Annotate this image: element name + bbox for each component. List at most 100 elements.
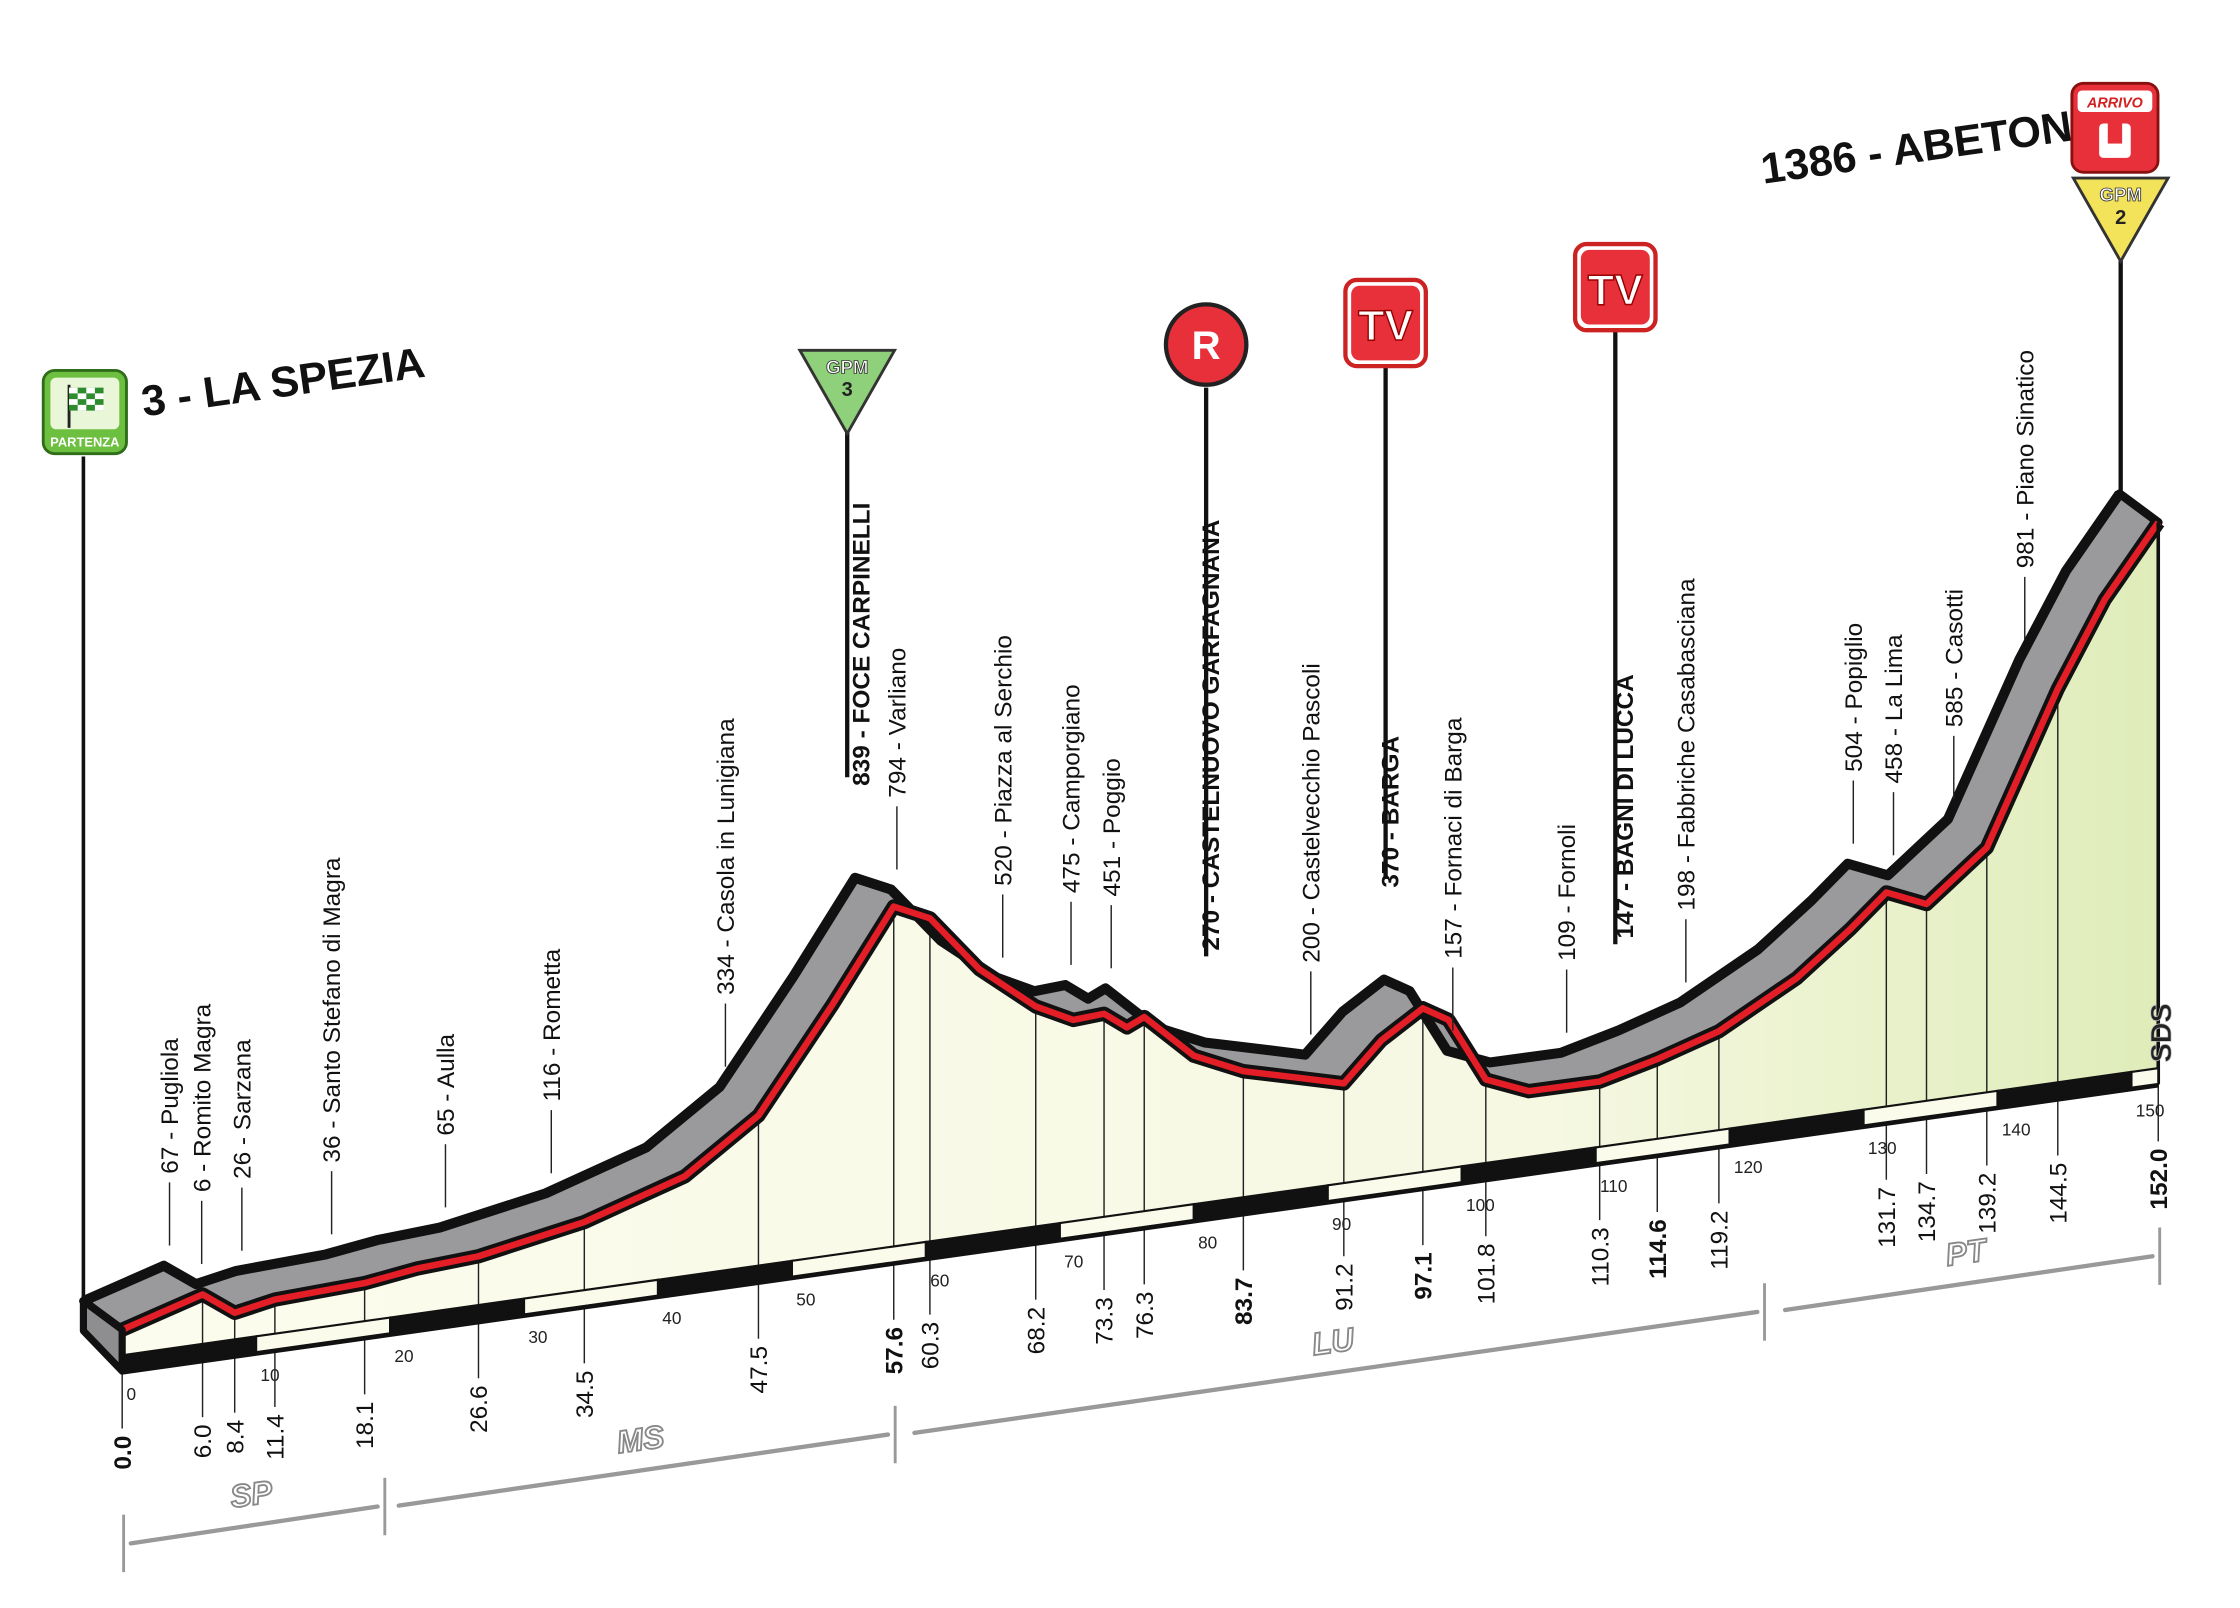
start-badge-label: PARTENZA xyxy=(50,435,119,450)
tv-icon-fill xyxy=(1351,285,1421,361)
profile-area xyxy=(122,522,2159,1372)
km-axis-line xyxy=(121,1083,2159,1375)
finish-arch-icon xyxy=(2099,123,2131,158)
waypoint-km-label: 97.1 xyxy=(1410,1252,1437,1299)
waypoint-name: 67 - Pugliola xyxy=(157,1038,184,1174)
waypoint-name: 26 - Sarzana xyxy=(229,1039,256,1179)
waypoint-km-label: 26.6 xyxy=(466,1385,493,1432)
province-bracket xyxy=(128,1504,380,1546)
refreshment-marker: R xyxy=(1163,302,1249,957)
waypoint-name: 270 - CASTELNUOVO GARFAGNANA xyxy=(1198,520,1225,951)
tv-label: TV xyxy=(1358,302,1413,350)
waypoint-name: 981 - Piano Sinatico xyxy=(2012,350,2039,568)
waypoint-km-label: 134.7 xyxy=(1914,1181,1941,1242)
waypoint-name: 157 - Fornaci di Barga xyxy=(1440,717,1467,959)
refreshment-label: R xyxy=(1192,323,1221,368)
km-tick-label: 150 xyxy=(2136,1100,2165,1120)
gpm-category: 2 xyxy=(2115,207,2126,229)
waypoint-km-label: 76.3 xyxy=(1132,1292,1159,1339)
gpm-label: GPM xyxy=(2099,184,2142,205)
waypoint-km-label: 73.3 xyxy=(1092,1297,1119,1344)
waypoint-name: 794 - Varliano xyxy=(885,648,912,798)
tv-label: TV xyxy=(1588,266,1643,314)
waypoint-km-label: 83.7 xyxy=(1231,1278,1258,1325)
finish-badge: ARRIVO xyxy=(2070,81,2160,174)
waypoint-name: 334 - Casola in Lunigiana xyxy=(713,718,740,995)
waypoint-km-label: 47.5 xyxy=(746,1346,773,1393)
gpm-label: GPM xyxy=(826,356,869,377)
refreshment-icon xyxy=(1163,302,1249,387)
waypoint-name: 370 - BARGA xyxy=(1377,736,1404,888)
waypoint-km-label: 18.1 xyxy=(352,1402,379,1449)
province-bracket xyxy=(1782,1254,2155,1313)
km-tick-label: 80 xyxy=(1198,1233,1217,1253)
waypoint-km-label: 152.0 xyxy=(2146,1149,2173,1210)
waypoint-km-label: 11.4 xyxy=(262,1414,289,1460)
waypoint-name: 451 - Poggio xyxy=(1099,758,1126,896)
gpm-triangle-icon xyxy=(797,348,898,437)
start-badge: PARTENZA xyxy=(41,368,128,456)
waypoint-km-label: 114.6 xyxy=(1645,1219,1672,1279)
province-bracket xyxy=(912,1309,1760,1436)
waypoint-km-label: 110.3 xyxy=(1587,1227,1614,1286)
km-tick-label: 120 xyxy=(1734,1157,1763,1177)
province-label: PT xyxy=(1943,1231,1991,1273)
waypoint-name: 116 - Rometta xyxy=(539,948,566,1101)
waypoint-km-label: 119.2 xyxy=(1707,1210,1734,1269)
province-bracket xyxy=(396,1432,891,1508)
waypoint-km-label: 8.4 xyxy=(222,1420,249,1454)
tv-icon-fill xyxy=(1580,249,1650,325)
brand-logo: SDS xyxy=(2146,1003,2178,1062)
km-tick-label: 100 xyxy=(1466,1195,1495,1215)
waypoint-name: 65 - Aulla xyxy=(433,1033,460,1135)
waypoint-name: 198 - Fabbriche Casabasciana xyxy=(1673,578,1700,911)
waypoint-km-label: 91.2 xyxy=(1331,1263,1358,1310)
province-label: LU xyxy=(1310,1320,1358,1362)
waypoint-name: 6 - Romito Magra xyxy=(189,1003,216,1192)
waypoint-name: 200 - Castelvecchio Pascoli xyxy=(1298,663,1325,963)
km-tick-label: 20 xyxy=(394,1346,413,1366)
km-tick-label: 90 xyxy=(1332,1214,1351,1234)
province-label: SP xyxy=(228,1473,276,1515)
km-tick-label: 0 xyxy=(126,1384,136,1404)
km-tick-label: 40 xyxy=(662,1308,681,1328)
waypoint-name: 109 - Fornoli xyxy=(1554,824,1581,961)
km-bar-segment xyxy=(2130,1066,2160,1089)
km-tick-label: 130 xyxy=(1868,1138,1897,1158)
waypoint-name: 36 - Santo Stefano di Magra xyxy=(319,857,346,1163)
waypoint-km-label: 34.5 xyxy=(572,1371,599,1418)
gpm-category: 3 xyxy=(842,379,853,401)
waypoint-name: 520 - Piazza al Serchio xyxy=(990,635,1017,886)
waypoint-name: 839 - FOCE CARPINELLI xyxy=(848,503,875,786)
km-tick-label: 60 xyxy=(930,1270,949,1290)
waypoint-km-label: 0.0 xyxy=(110,1436,137,1470)
route-line xyxy=(120,520,2161,1333)
km-tick-label: 10 xyxy=(260,1365,279,1385)
waypoint-km-label: 6.0 xyxy=(190,1424,217,1458)
waypoint-name: 458 - La Lima xyxy=(1881,634,1908,784)
km-tick-label: 70 xyxy=(1064,1252,1083,1272)
tv-marker: TV xyxy=(1343,277,1428,880)
waypoint-km-label: 131.7 xyxy=(1874,1187,1901,1248)
km-tick-label: 140 xyxy=(2002,1119,2031,1139)
finish-badge-label: ARRIVO xyxy=(2086,96,2143,112)
waypoint-km-label: 101.8 xyxy=(1473,1243,1500,1304)
checkered-flag-icon xyxy=(67,384,104,428)
waypoint-km-label: 57.6 xyxy=(881,1327,908,1374)
gpm-triangle-icon xyxy=(2070,176,2171,265)
km-tick-label: 50 xyxy=(796,1289,815,1309)
waypoint-km-label: 139.2 xyxy=(1974,1173,2001,1234)
finish-city: 1386 - ABETONE xyxy=(1758,99,2104,194)
waypoint-name: 475 - Camporgiano xyxy=(1059,684,1086,893)
waypoint-km-label: 60.3 xyxy=(918,1322,945,1369)
province-label: MS xyxy=(614,1418,666,1460)
waypoint-km-label: 144.5 xyxy=(2045,1163,2072,1224)
waypoint-km-label: 68.2 xyxy=(1023,1307,1050,1354)
waypoint-name: 504 - Popiglio xyxy=(1841,623,1868,772)
waypoint-name: 585 - Casotti xyxy=(1941,589,1968,727)
km-tick-label: 30 xyxy=(528,1327,547,1347)
